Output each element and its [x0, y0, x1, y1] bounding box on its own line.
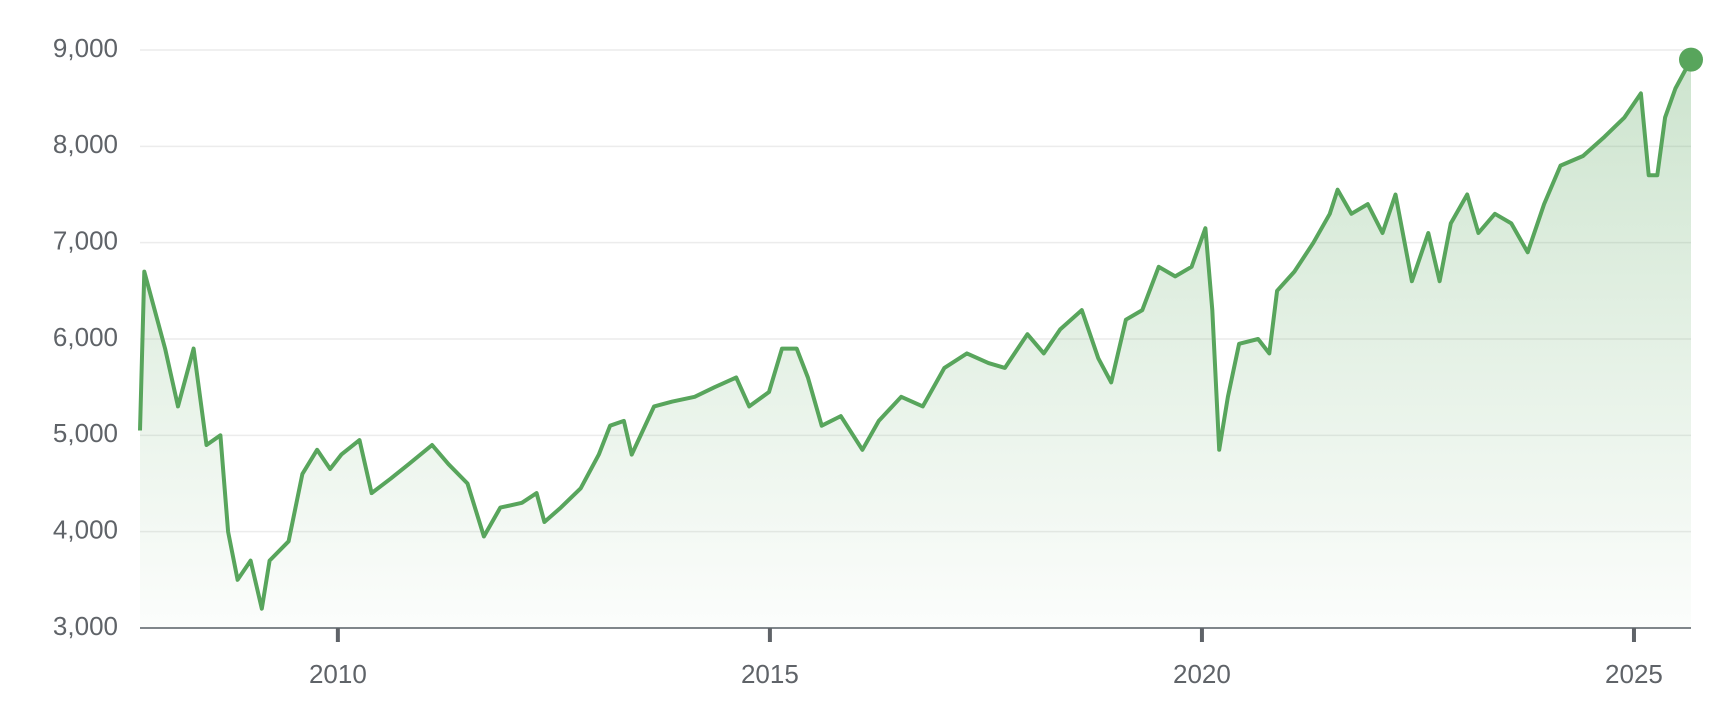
y-tick-label: 6,000 [53, 322, 118, 352]
area [140, 59, 1691, 629]
x-tick-label: 2010 [309, 659, 367, 689]
y-tick-label: 8,000 [53, 129, 118, 159]
x-tick-label: 2020 [1173, 659, 1231, 689]
y-tick-label: 4,000 [53, 515, 118, 545]
line [138, 58, 1693, 611]
y-tick-label: 3,000 [53, 611, 118, 641]
y-tick-label: 5,000 [53, 418, 118, 448]
y-tick-label: 9,000 [53, 33, 118, 63]
last-point [1679, 47, 1703, 72]
x-tick-label: 2015 [741, 659, 799, 689]
x-tick-label: 2025 [1605, 659, 1663, 689]
y-tick-label: 7,000 [53, 226, 118, 256]
